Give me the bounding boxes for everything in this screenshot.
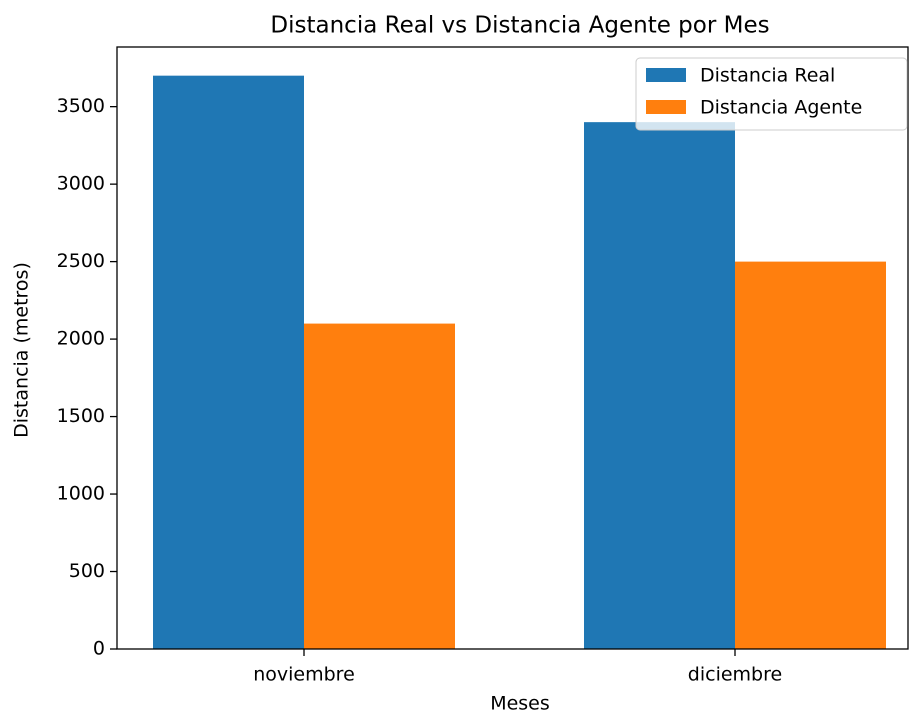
bar: [735, 261, 886, 649]
y-tick-label: 1000: [57, 483, 105, 505]
x-tick-label: diciembre: [688, 664, 782, 686]
y-tick-label: 1500: [57, 405, 105, 427]
y-tick-label: 0: [93, 638, 105, 660]
y-tick-label: 500: [69, 560, 105, 582]
legend-label: Distancia Real: [700, 65, 835, 87]
legend-box: [635, 57, 908, 131]
axes-frame: [116, 46, 909, 650]
legend-label: Distancia Agente: [700, 97, 862, 119]
y-tick-label: 2000: [57, 328, 105, 350]
y-tick-label: 3500: [57, 95, 105, 117]
x-axis-label: Meses: [490, 693, 550, 715]
legend-swatch: [646, 68, 686, 82]
y-tick-label: 3000: [57, 173, 105, 195]
y-tick-label: 2500: [57, 250, 105, 272]
chart-title: Distancia Real vs Distancia Agente por M…: [270, 13, 769, 39]
bar: [153, 75, 304, 649]
legend-swatch: [646, 100, 686, 114]
bar: [304, 323, 455, 649]
x-tick-label: noviembre: [253, 664, 355, 686]
y-axis-label: Distancia (metros): [11, 262, 33, 438]
bar: [584, 122, 735, 650]
